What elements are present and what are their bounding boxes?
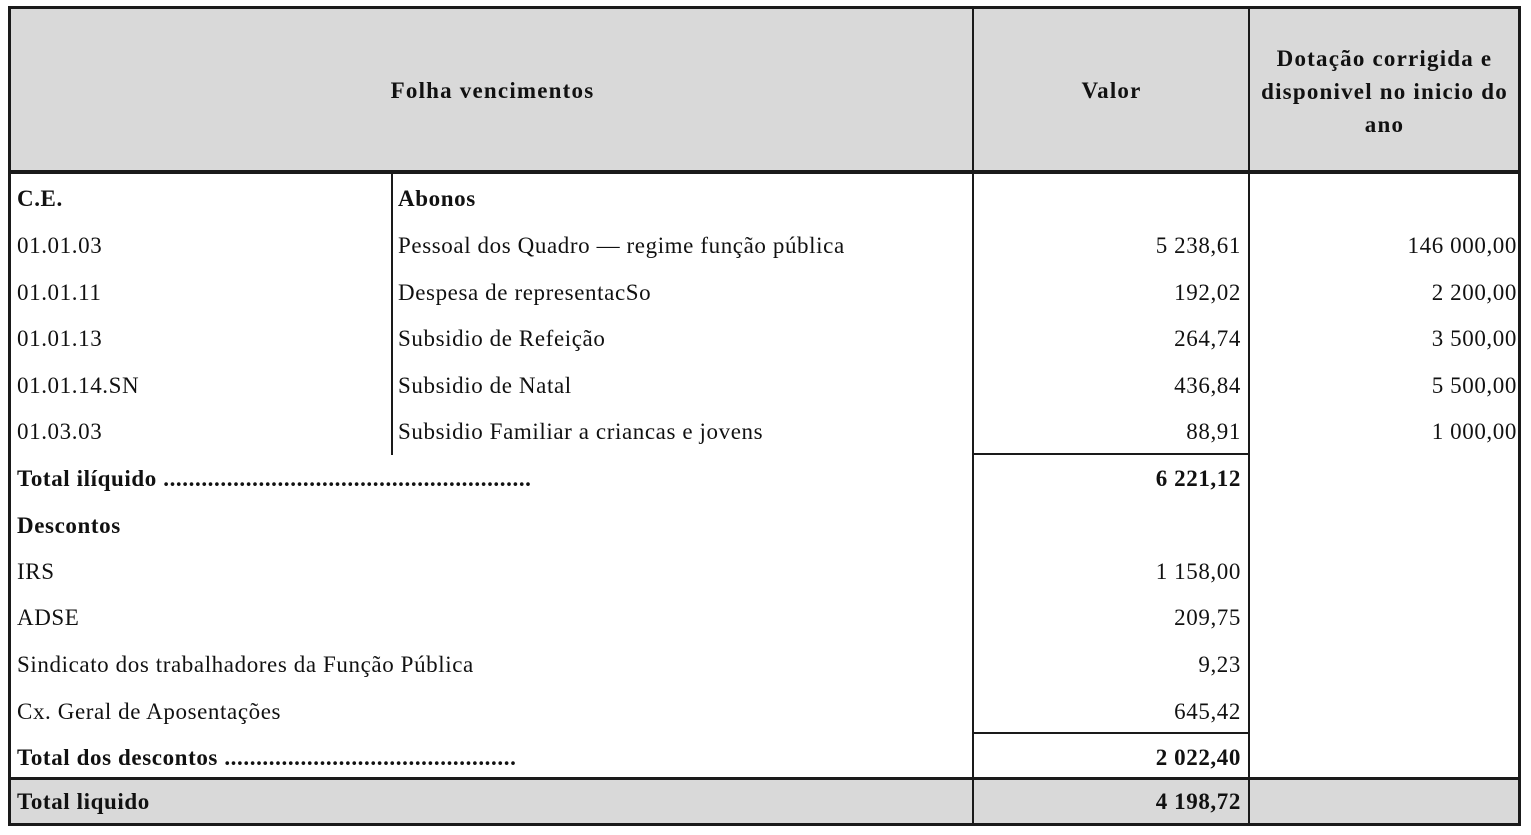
table-header: Folha vencimentos Valor Dotação corrigid… bbox=[11, 9, 1518, 173]
total-descontos-label: Total dos descontos ....................… bbox=[17, 745, 517, 770]
header-divider-1 bbox=[972, 9, 974, 173]
footer-top-line bbox=[11, 777, 1518, 780]
header-bottom-line bbox=[11, 170, 1518, 174]
ce-label: C.E. bbox=[17, 186, 63, 211]
salary-table: Folha vencimentos Valor Dotação corrigid… bbox=[8, 6, 1521, 826]
table-row-valor: 436,84 bbox=[1174, 373, 1241, 398]
table-footer-band bbox=[11, 779, 1518, 823]
table-row-code: 01.03.03 bbox=[17, 419, 103, 444]
table-row-desc: Subsidio de Natal bbox=[398, 373, 572, 398]
code-desc-divider bbox=[391, 173, 393, 455]
table-row-dotacao: 146 000,00 bbox=[1407, 233, 1517, 258]
table-row-valor: 192,02 bbox=[1174, 280, 1241, 305]
total-liquido-label: Total liquido bbox=[17, 789, 150, 814]
table-row-code: 01.01.11 bbox=[17, 280, 102, 305]
subtotal-line-2 bbox=[972, 732, 1250, 734]
table-row-valor: 88,91 bbox=[1186, 419, 1241, 444]
abonos-label: Abonos bbox=[398, 186, 476, 211]
descontos-label: Descontos bbox=[17, 513, 121, 538]
total-iliquido-label: Total ilíquido .........................… bbox=[17, 466, 532, 491]
subtotal-line-1 bbox=[972, 453, 1250, 455]
header-divider-2 bbox=[1248, 9, 1250, 173]
table-row-desc: Sindicato dos trabalhadores da Função Pú… bbox=[17, 652, 474, 677]
table-row-desc: Despesa de representacSo bbox=[398, 280, 652, 305]
header-valor: Valor bbox=[1081, 78, 1142, 103]
total-iliquido-value: 6 221,12 bbox=[1155, 466, 1241, 491]
total-descontos-value: 2 022,40 bbox=[1155, 745, 1241, 770]
header-dotacao: Dotação corrigida e disponivel no inicio… bbox=[1261, 45, 1508, 137]
table-row-valor: 645,42 bbox=[1174, 699, 1241, 724]
table-row-dotacao: 1 000,00 bbox=[1431, 419, 1517, 444]
table-row-valor: 1 158,00 bbox=[1155, 559, 1241, 584]
total-liquido-value: 4 198,72 bbox=[1155, 789, 1241, 814]
table-row-valor: 209,75 bbox=[1174, 605, 1241, 630]
table-row-dotacao: 2 200,00 bbox=[1431, 280, 1517, 305]
table-row-desc: Cx. Geral de Aposentações bbox=[17, 699, 282, 724]
header-title: Folha vencimentos bbox=[390, 78, 595, 103]
table-row-desc: Subsidio de Refeição bbox=[398, 326, 606, 351]
table-row-valor: 5 238,61 bbox=[1155, 233, 1241, 258]
table-row-code: 01.01.14.SN bbox=[17, 373, 140, 398]
table-row-code: 01.01.03 bbox=[17, 233, 103, 258]
table-row-desc: Subsidio Familiar a criancas e jovens bbox=[398, 419, 764, 444]
valor-dotacao-divider bbox=[1248, 173, 1250, 823]
table-row-desc: IRS bbox=[17, 559, 55, 584]
table-row-dotacao: 3 500,00 bbox=[1431, 326, 1517, 351]
table-row-valor: 264,74 bbox=[1174, 326, 1241, 351]
table-row-desc: Pessoal dos Quadro — regime função públi… bbox=[398, 233, 845, 258]
desc-valor-divider bbox=[972, 173, 974, 823]
table-row-dotacao: 5 500,00 bbox=[1431, 373, 1517, 398]
table-row-desc: ADSE bbox=[17, 605, 80, 630]
table-row-code: 01.01.13 bbox=[17, 326, 103, 351]
table-row-valor: 9,23 bbox=[1198, 652, 1241, 677]
